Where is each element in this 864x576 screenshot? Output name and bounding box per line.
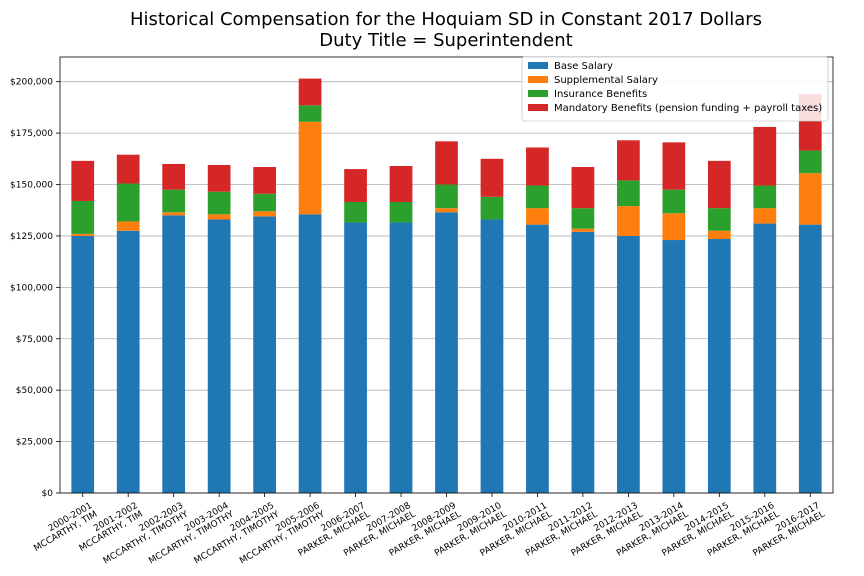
bar-segment: [480, 219, 504, 494]
bar-segment: [707, 208, 731, 231]
bar-segment: [207, 219, 231, 494]
bar-segment: [617, 235, 640, 493]
bar-segment: [753, 185, 777, 209]
bar-segment: [207, 164, 231, 192]
bar-segment: [253, 193, 276, 212]
bar-segment: [753, 208, 777, 224]
bar-segment: [617, 140, 640, 181]
bar-segment: [753, 126, 777, 186]
bar-segment: [344, 222, 367, 493]
y-tick-label: $125,000: [10, 232, 53, 242]
bar-segment: [617, 206, 640, 236]
bar-segment: [707, 160, 731, 209]
y-tick-label: $175,000: [10, 129, 53, 139]
bar-segment: [435, 208, 458, 213]
bar-segment: [162, 163, 186, 190]
bar-segment: [116, 230, 140, 493]
y-tick-label: $150,000: [10, 181, 53, 191]
bar-segment: [116, 154, 140, 184]
legend-swatch: [528, 76, 548, 83]
bar-segment: [71, 160, 95, 201]
legend-swatch: [528, 62, 548, 69]
chart-subtitle: Duty Title = Superintendent: [319, 30, 572, 51]
bar-segment: [435, 212, 458, 493]
bar-segment: [571, 167, 595, 209]
bar-segment: [480, 158, 504, 197]
bar-segment: [435, 141, 458, 185]
bar-segment: [298, 121, 322, 215]
bar-segment: [753, 223, 777, 493]
legend-entry-label: Supplemental Salary: [554, 75, 658, 86]
bar-segment: [707, 230, 731, 240]
legend-swatch: [528, 90, 548, 97]
bar-segment: [480, 196, 504, 220]
legend-swatch: [528, 104, 548, 111]
y-tick-label: $75,000: [16, 335, 53, 345]
legend-entry-label: Mandatory Benefits (pension funding + pa…: [554, 103, 822, 114]
legend-entry-label: Insurance Benefits: [554, 89, 647, 100]
bar-segment: [298, 78, 322, 106]
y-tick-label: $50,000: [16, 386, 53, 396]
bar-segment: [571, 208, 595, 229]
bar-segment: [162, 215, 186, 493]
bar-segment: [162, 212, 186, 216]
chart-title: Historical Compensation for the Hoquiam …: [130, 9, 762, 30]
bar-segment: [253, 167, 276, 194]
y-tick-label: $0: [42, 489, 54, 499]
bar-segment: [162, 189, 186, 213]
bar-segment: [662, 189, 686, 214]
plot-frame: [59, 56, 834, 494]
legend-box: [521, 56, 829, 122]
legend-entry-label: Base Salary: [554, 61, 613, 72]
bar-segment: [662, 213, 686, 241]
bars-layer: [71, 78, 822, 494]
y-tick-label: $25,000: [16, 438, 53, 448]
y-tick-label: $100,000: [10, 283, 53, 293]
legend: Base Salary Supplemental Salary Insurance …: [521, 56, 829, 122]
bar-segment: [71, 200, 95, 234]
bar-segment: [207, 214, 231, 220]
bar-segment: [662, 240, 686, 493]
bar-segment: [389, 166, 413, 202]
bar-segment: [707, 239, 731, 493]
bar-segment: [116, 221, 140, 231]
bar-segment: [435, 184, 458, 209]
bar-segment: [571, 231, 595, 493]
bar-segment: [71, 233, 95, 236]
bar-segment: [116, 183, 140, 222]
bar-segment: [253, 211, 276, 217]
bar-segment: [571, 228, 595, 232]
bar-segment: [71, 235, 95, 493]
y-tick-label: $200,000: [10, 78, 53, 88]
bar-segment: [207, 191, 231, 215]
bar-segment: [344, 169, 367, 202]
bar-segment: [389, 222, 413, 493]
bar-segment: [298, 105, 322, 122]
bar-segment: [798, 224, 822, 493]
bar-segment: [798, 150, 822, 174]
bar-segment: [389, 201, 413, 223]
bar-segment: [344, 201, 367, 223]
bar-segment: [617, 180, 640, 207]
bar-segment: [526, 147, 549, 186]
bar-segment: [526, 224, 549, 493]
bar-segment: [526, 208, 549, 225]
bar-segment: [662, 142, 686, 190]
bar-segment: [298, 214, 322, 493]
bar-segment: [526, 185, 549, 209]
bar-segment: [798, 173, 822, 225]
bar-segment: [253, 216, 276, 494]
